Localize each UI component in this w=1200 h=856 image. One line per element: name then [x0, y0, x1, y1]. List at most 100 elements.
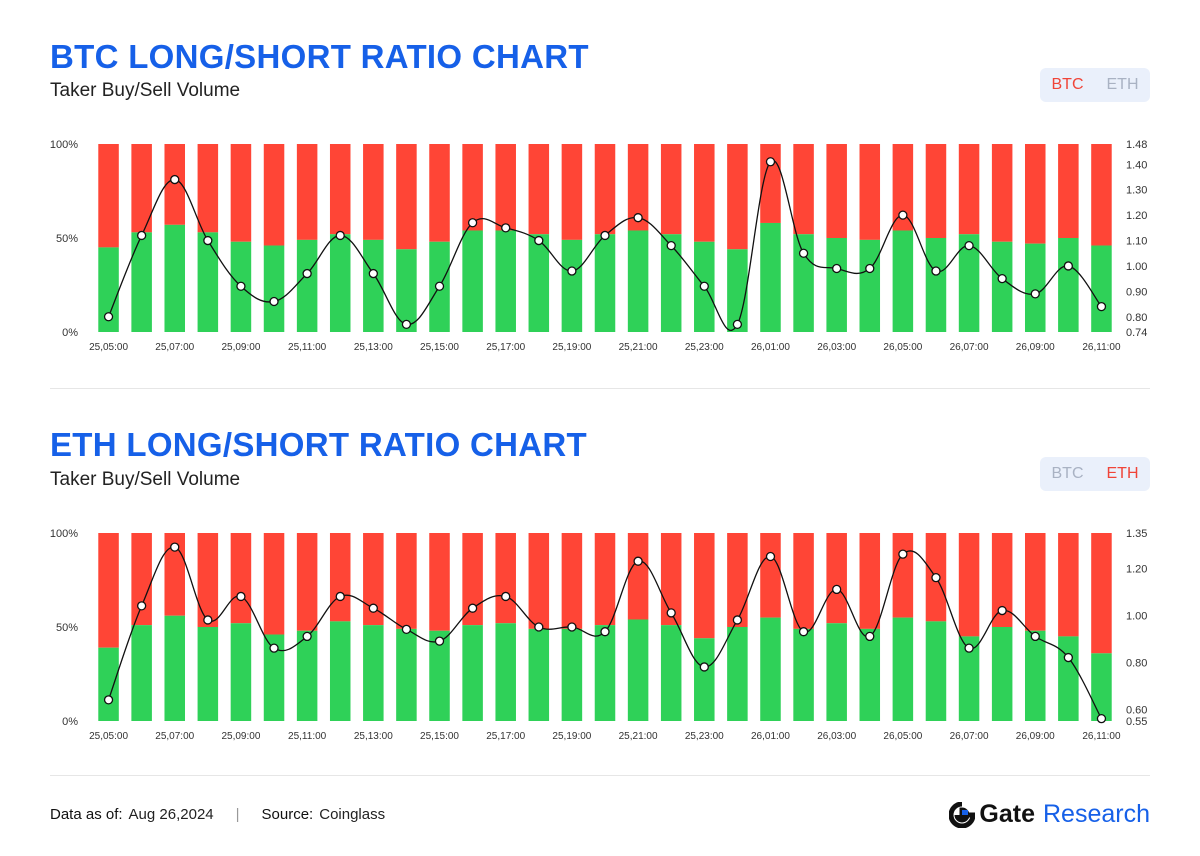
right-axis-tick: 1.10 [1126, 236, 1147, 248]
sell-bar [528, 144, 550, 235]
sell-bar [594, 533, 616, 626]
ratio-point [203, 615, 213, 625]
ratio-point [699, 662, 709, 672]
ratio-point [136, 230, 147, 241]
footer-separator: | [235, 806, 240, 823]
sell-bar [826, 533, 847, 624]
sell-bar [859, 144, 881, 240]
sell-bar [429, 533, 450, 631]
sell-bar [727, 144, 748, 250]
ratio-point [368, 603, 378, 613]
sell-bar [230, 144, 252, 242]
buy-bar [561, 239, 583, 332]
buy-bar [98, 647, 119, 721]
ratio-point [1063, 261, 1074, 271]
ratio-point [1063, 652, 1074, 663]
ratio-point [434, 636, 445, 646]
buy-bar [991, 241, 1013, 332]
buy-bar [296, 630, 318, 721]
ratio-point [170, 542, 180, 552]
sell-bar [263, 144, 285, 246]
buy-bar [131, 625, 152, 721]
buy-bar [760, 222, 781, 332]
buy-bar [495, 623, 516, 721]
btc-toggle-eth[interactable]: ETH [1106, 76, 1139, 93]
x-axis-tick: 25,23:00 [685, 731, 724, 742]
buy-bar [131, 232, 152, 332]
sell-bar [694, 144, 715, 242]
x-axis-tick: 26,11:00 [1082, 342, 1121, 353]
buy-bar [396, 249, 417, 332]
ratio-point [203, 235, 213, 246]
buy-bar [429, 630, 450, 721]
sell-bar [131, 144, 152, 233]
buy-bar [627, 230, 649, 332]
eth-toggle-btc[interactable]: BTC [1051, 465, 1084, 482]
buy-bar [396, 628, 417, 721]
x-axis-tick: 26,09:00 [1016, 731, 1055, 742]
right-axis-tick: 1.30 [1126, 185, 1147, 197]
sell-bar [528, 533, 550, 629]
x-axis-tick: 26,03:00 [817, 342, 856, 353]
sell-bar [131, 533, 152, 626]
ratio-point [269, 296, 279, 307]
eth-toggle-eth[interactable]: ETH [1106, 465, 1139, 482]
right-axis-tick: 0.80 [1126, 312, 1147, 324]
buy-bar [958, 636, 980, 721]
buy-bar [528, 234, 550, 332]
ratio-point [865, 263, 875, 274]
ratio-point [898, 210, 908, 220]
x-axis-tick: 25,05:00 [89, 342, 128, 353]
ratio-point [798, 248, 809, 258]
btc-ratio-chart: 0% 50% 100% 0.74 0.80 0.90 1.00 1.10 1.20 1.30 1.4… [50, 139, 1148, 353]
eth-asset-toggle: BTC ETH [1040, 457, 1150, 491]
ratio-point [633, 556, 643, 566]
sell-bar [495, 533, 516, 624]
sell-bar [627, 144, 649, 231]
buy-bar [727, 249, 748, 332]
ratio-point [269, 643, 279, 653]
sell-bar [793, 533, 814, 629]
buy-bar [164, 615, 186, 721]
buy-bar [594, 234, 616, 332]
ratio-point [600, 627, 610, 637]
x-axis-tick: 25,15:00 [420, 342, 459, 353]
eth-chart-subtitle: Taker Buy/Sell Volume [50, 469, 241, 490]
ratio-point [964, 643, 974, 653]
buy-bar [660, 234, 682, 332]
x-axis-tick: 25,07:00 [155, 731, 194, 742]
right-axis-tick: 1.20 [1126, 210, 1147, 222]
ratio-point [103, 695, 114, 705]
buy-bar [1058, 238, 1079, 332]
x-axis-tick: 25,13:00 [354, 342, 393, 353]
buy-bar [296, 239, 318, 332]
x-axis-tick: 25,21:00 [619, 731, 658, 742]
buy-bar [727, 627, 748, 721]
btc-toggle-btc[interactable]: BTC [1051, 76, 1084, 93]
buy-bar [495, 230, 516, 332]
sell-bar [627, 533, 649, 620]
ratio-point [997, 605, 1007, 616]
sell-bar [760, 144, 781, 223]
ratio-point [534, 235, 544, 246]
x-axis-tick: 25,11:00 [288, 342, 327, 353]
sell-bar [495, 144, 516, 231]
buy-bar [197, 232, 219, 332]
sell-bar [892, 144, 914, 231]
data-as-of-value: Aug 26,2024 [128, 806, 214, 823]
buy-bar [660, 625, 682, 721]
buy-bar [1024, 630, 1046, 721]
sell-bar [991, 533, 1013, 627]
ratio-point [401, 624, 412, 634]
x-axis-tick: 26,07:00 [950, 731, 989, 742]
footer-divider [50, 775, 1150, 776]
sell-bar [462, 144, 483, 231]
right-axis-tick: 1.20 [1126, 563, 1147, 575]
ratio-point [666, 608, 676, 618]
buy-bar [760, 617, 781, 721]
sell-bar [98, 144, 119, 248]
x-axis-tick: 25,23:00 [685, 342, 724, 353]
buy-bar [462, 625, 483, 721]
x-axis-tick: 25,17:00 [486, 731, 525, 742]
ratio-point [732, 615, 743, 625]
